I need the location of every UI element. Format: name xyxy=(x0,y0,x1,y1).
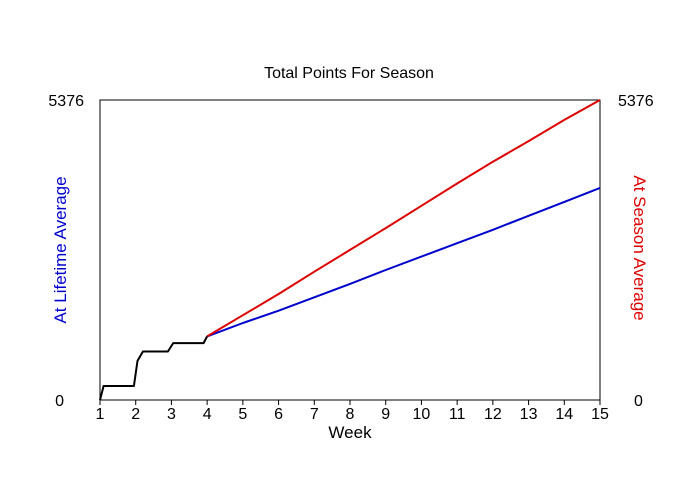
x-tick-label: 10 xyxy=(413,406,431,423)
x-tick-label: 2 xyxy=(131,406,140,423)
y-tick-right-top: 5376 xyxy=(618,93,654,110)
x-tick-label: 14 xyxy=(555,406,573,423)
series-line-lifetime-projection xyxy=(206,186,601,338)
x-tick-label: 1 xyxy=(96,406,105,423)
series-layer xyxy=(99,99,601,401)
x-tick-label: 12 xyxy=(484,406,502,423)
x-tick-label: 15 xyxy=(591,406,609,423)
x-tick-label: 5 xyxy=(238,406,247,423)
y-tick-left-top: 5376 xyxy=(48,93,84,110)
x-tick-label: 8 xyxy=(346,406,355,423)
x-tick-label: 3 xyxy=(167,406,176,423)
y-tick-left-bottom: 0 xyxy=(55,393,64,410)
x-tick-label: 13 xyxy=(520,406,538,423)
y-axis-label-left: At Lifetime Average xyxy=(51,176,70,323)
chart-title: Total Points For Season xyxy=(264,65,434,82)
x-tick-label: 9 xyxy=(381,406,390,423)
series-line-season-projection xyxy=(206,99,601,338)
x-tick-label: 6 xyxy=(274,406,283,423)
y-tick-right-bottom: 0 xyxy=(634,393,643,410)
x-tick-label: 11 xyxy=(449,406,466,423)
x-tick-label: 7 xyxy=(310,406,319,423)
x-axis-ticks: 1 2 3 4 5 6 7 8 9 10 11 12 13 14 15 xyxy=(96,400,609,423)
y-axis-label-right: At Season Average xyxy=(630,175,649,320)
x-tick-label: 4 xyxy=(203,406,212,423)
series-line-actual xyxy=(99,335,208,401)
x-axis-label: Week xyxy=(328,423,372,442)
